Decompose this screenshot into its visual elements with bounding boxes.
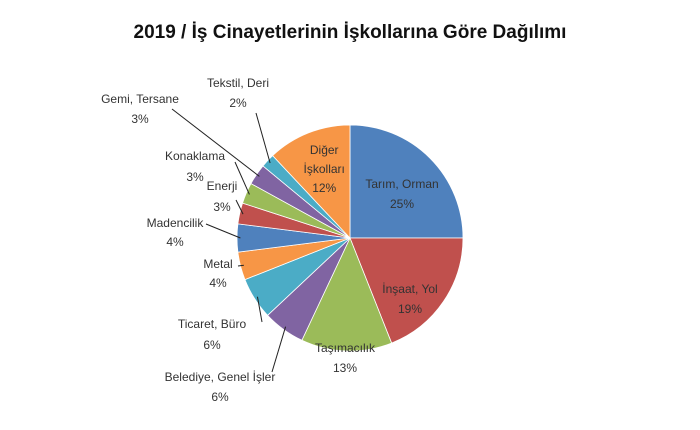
pie-slice <box>301 236 393 352</box>
chart-title: 2019 / İş Cinayetlerinin İşkollarına Gör… <box>134 22 567 43</box>
pie-slice <box>349 124 464 239</box>
leader-line <box>271 326 287 373</box>
leader-line <box>256 296 263 323</box>
slice-value-label: 6% <box>203 338 221 352</box>
slice-value-label: 12% <box>312 180 337 195</box>
slice-label: Enerji <box>207 179 238 193</box>
slice-value-label: 13% <box>333 361 357 375</box>
slice-label: Diğer İşkolları <box>303 142 345 176</box>
slice-value-label: 3% <box>186 170 204 184</box>
slice-value-label: 3% <box>131 112 149 126</box>
pie-slice <box>272 124 351 240</box>
leader-line <box>234 161 250 195</box>
slice-value-label: 6% <box>211 390 229 404</box>
slice-label: Taşımacılık <box>315 341 376 355</box>
slice-label: İnşaat, Yol <box>382 282 437 296</box>
leader-line <box>255 112 271 164</box>
slice-value-label: 25% <box>390 197 414 211</box>
slice-label: Madencilik <box>147 216 205 230</box>
slice-value-label: 4% <box>166 235 184 249</box>
slice-label: Tarım, Orman <box>365 177 438 191</box>
slice-label: Tekstil, Deri <box>207 76 269 90</box>
slice-value-label: 3% <box>213 200 231 214</box>
leader-line <box>237 264 244 267</box>
slice-label-box: Diğer İşkolları 12% <box>303 142 345 195</box>
slice-value-label: 4% <box>209 276 227 290</box>
slice-value-label: 2% <box>229 96 247 110</box>
slice-value-label: 19% <box>398 302 422 316</box>
slice-label: Konaklama <box>165 149 225 163</box>
slice-label: Belediye, Genel İşler <box>165 370 276 384</box>
slice-label: Ticaret, Büro <box>178 317 247 331</box>
pie-slice <box>349 237 464 344</box>
leader-line <box>205 223 241 239</box>
slice-label: Gemi, Tersane <box>101 92 179 106</box>
leader-line <box>171 108 260 177</box>
leader-line <box>235 199 244 215</box>
slice-label: Metal <box>203 257 232 271</box>
